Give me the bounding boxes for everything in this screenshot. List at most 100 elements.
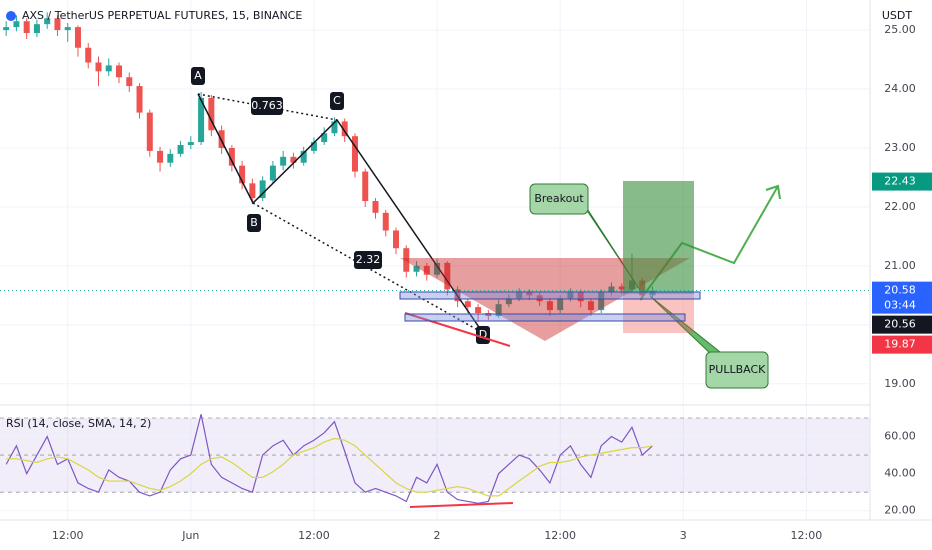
candle-body (321, 133, 328, 143)
price-label: 19.87 (884, 338, 916, 351)
candle-body (300, 150, 307, 163)
candle-body (95, 62, 102, 72)
x-tick-label: 2 (434, 529, 441, 542)
rsi-line (5, 414, 653, 504)
candle-body (598, 292, 605, 311)
candle-body (618, 286, 625, 290)
price-label: 22.43 (884, 175, 916, 188)
rsi-divergence-line (409, 502, 514, 508)
candle-body (403, 248, 410, 272)
y-tick-label: 19.00 (884, 377, 916, 390)
candle-body (464, 301, 471, 308)
candle-body (146, 112, 153, 151)
candle-body (187, 142, 194, 146)
candle-body (33, 24, 40, 34)
candle-body (423, 265, 430, 275)
candle-body (177, 145, 184, 154)
candle-body (3, 27, 10, 31)
countdown: 03:44 (884, 299, 916, 312)
y-tick-label: 25.00 (884, 23, 916, 36)
y-tick-label: 22.00 (884, 200, 916, 213)
x-tick-label: 12:00 (544, 529, 576, 542)
y-tick-label: 23.00 (884, 141, 916, 154)
candle-body (54, 18, 61, 31)
candle-body (475, 307, 482, 314)
candle-body (198, 97, 205, 143)
candle-body (382, 212, 389, 231)
point-label: B (250, 216, 258, 229)
point-label-box (191, 67, 205, 85)
rsi-title: RSI (14, close, SMA, 14, 2) (6, 417, 151, 430)
price-label-box (872, 335, 932, 354)
y-tick-label: 24.00 (884, 82, 916, 95)
currency: USDT (882, 9, 913, 22)
candle-body (393, 230, 400, 249)
divergence-line (404, 312, 511, 347)
candle-body (269, 165, 276, 181)
candle-body (444, 262, 451, 290)
y-tick-label: 21.00 (884, 259, 916, 272)
support-box (404, 313, 686, 322)
candle-body (13, 21, 20, 28)
point-label: C (333, 94, 341, 107)
price-label: 20.58 (884, 284, 916, 297)
candle-body (516, 292, 523, 299)
candle-body (351, 136, 358, 172)
candle-body (372, 201, 379, 213)
candle-body (280, 156, 287, 166)
candle-body (23, 21, 30, 34)
candle-body (64, 27, 71, 31)
candle-body (157, 150, 164, 163)
candle-body (567, 292, 574, 299)
candle-body (74, 27, 81, 48)
x-tick-label: 3 (680, 529, 687, 542)
candle-body (577, 292, 584, 302)
candle-body (208, 97, 215, 131)
x-tick-label: 12:00 (298, 529, 330, 542)
candle-body (536, 295, 543, 302)
rsi-line (6, 437, 653, 497)
candle-body (167, 153, 174, 163)
point-label-box (247, 214, 261, 232)
price-label-box (872, 315, 932, 334)
candle-body (105, 65, 112, 72)
callout-box (529, 183, 589, 215)
point-label-box (330, 92, 344, 110)
candle-body (116, 65, 123, 78)
rsi-tick-label: 60.00 (884, 430, 916, 443)
candle-body (362, 171, 369, 202)
candle-body (557, 298, 564, 311)
candle-body (413, 265, 420, 272)
candle-body (290, 156, 297, 163)
projection-arrowhead (765, 184, 781, 200)
candle-body (608, 286, 615, 293)
candle-body (228, 147, 235, 166)
candle-body (126, 77, 133, 87)
candle-body (331, 121, 338, 134)
point-label: D (479, 328, 487, 341)
ratio-box (354, 251, 382, 269)
candle-body (44, 18, 51, 25)
candle-body (505, 298, 512, 305)
x-tick-label: 12:00 (791, 529, 823, 542)
candle-body (239, 165, 246, 184)
candle-body (249, 183, 256, 199)
resistance-box (399, 291, 701, 300)
candle-body (85, 47, 92, 63)
candle-body (310, 142, 317, 151)
callout-text: Breakout (534, 192, 584, 205)
x-tick-label: Jun (181, 529, 199, 542)
candle-body (259, 180, 266, 199)
rsi-tick-label: 20.00 (884, 504, 916, 517)
symbol-icon (6, 11, 16, 21)
callout-box (705, 351, 769, 389)
point-label: A (194, 69, 202, 82)
abcd-line (197, 93, 484, 334)
ratio-line (252, 202, 484, 334)
candle-body (485, 313, 492, 316)
price-label-box (872, 172, 932, 191)
candle-body (434, 262, 441, 275)
candle-body (587, 301, 594, 311)
